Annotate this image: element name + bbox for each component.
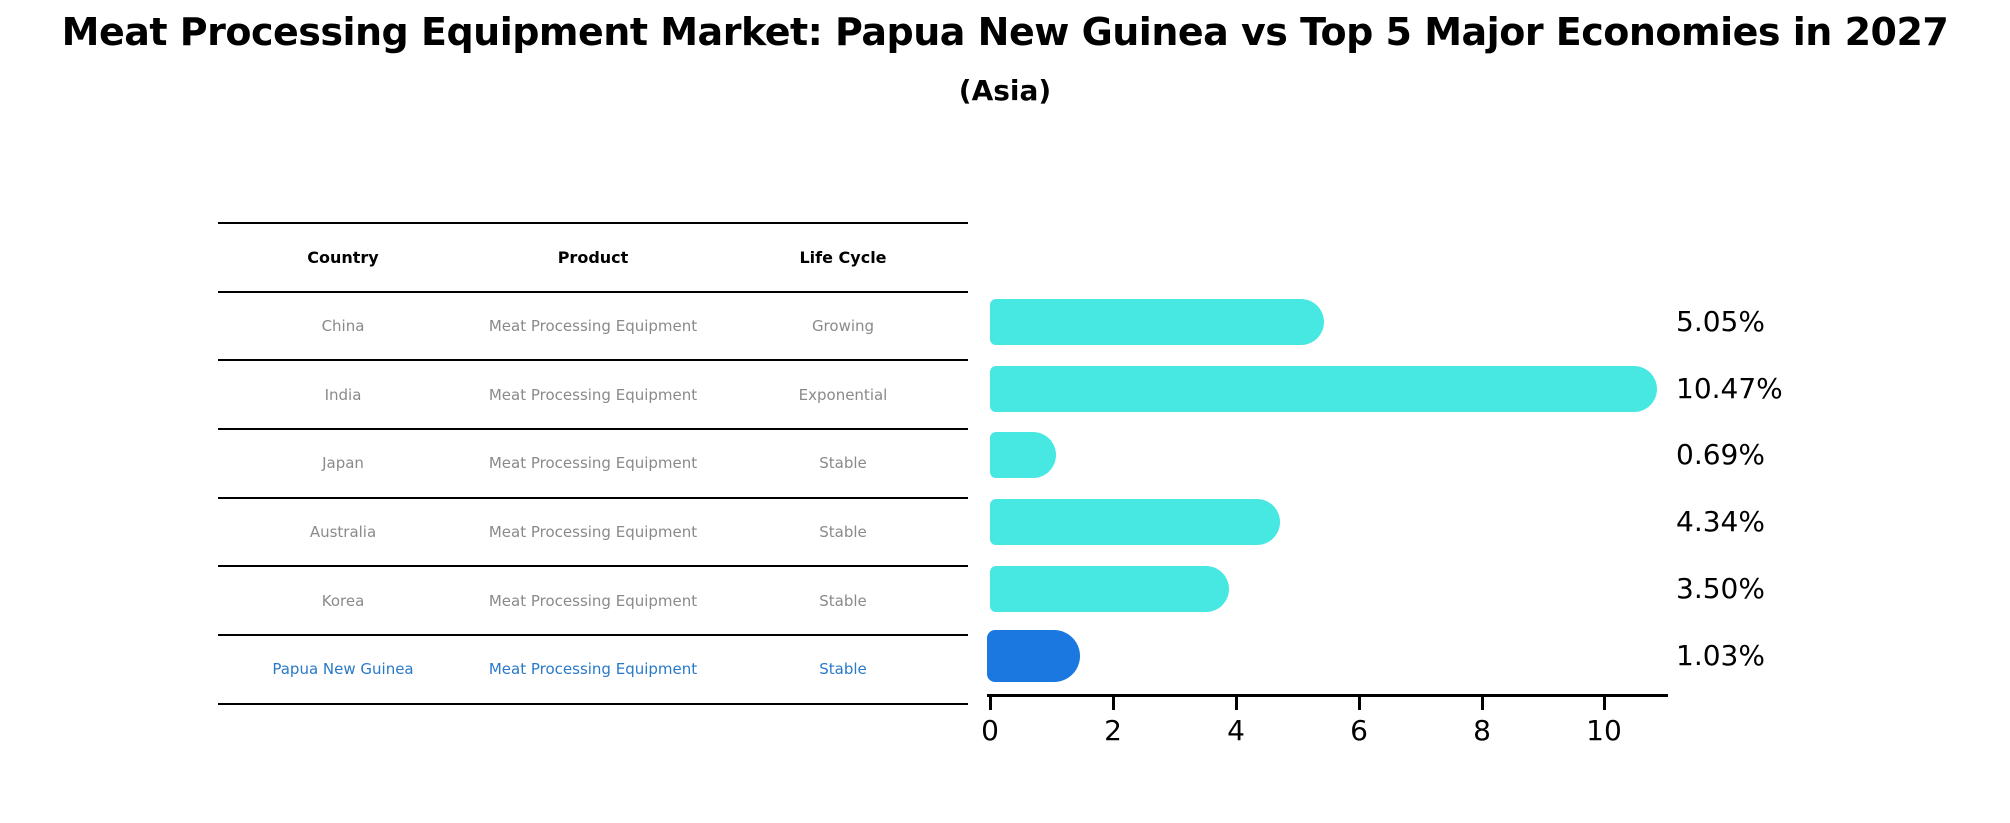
bar-japan bbox=[990, 432, 1057, 479]
value-label-australia: 4.34% bbox=[1676, 505, 1765, 539]
value-label-india: 10.47% bbox=[1676, 371, 1783, 405]
value-label-japan: 0.69% bbox=[1676, 438, 1765, 472]
column-header-product: Product bbox=[557, 247, 629, 267]
product-cell: Meat Processing Equipment bbox=[488, 660, 698, 679]
page-subtitle: (Asia) bbox=[958, 74, 1052, 107]
x-axis-tick bbox=[1357, 697, 1361, 710]
bar-india bbox=[990, 365, 1657, 412]
table-row-india: India Meat Processing Equipment Exponent… bbox=[218, 359, 968, 428]
x-tick-label-10: 10 bbox=[1586, 714, 1622, 747]
product-cell: Meat Processing Equipment bbox=[488, 317, 698, 336]
country-cell: Papua New Guinea bbox=[272, 660, 414, 679]
country-cell: Korea bbox=[321, 591, 365, 610]
life-cycle-cell: Exponential bbox=[798, 385, 888, 404]
x-tick-label-4: 4 bbox=[1227, 714, 1245, 747]
x-tick-label-0: 0 bbox=[981, 714, 999, 747]
country-cell: Australia bbox=[309, 523, 377, 542]
table-row-china: China Meat Processing Equipment Growing bbox=[218, 290, 968, 360]
x-tick-label-2: 2 bbox=[1104, 714, 1122, 747]
x-axis-tick bbox=[1234, 697, 1238, 710]
table-header-row: Country Product Life Cycle bbox=[218, 222, 968, 291]
x-axis-tick bbox=[988, 697, 992, 710]
column-header-life-cycle: Life Cycle bbox=[799, 247, 887, 267]
bar-korea bbox=[990, 565, 1229, 612]
life-cycle-cell: Stable bbox=[819, 454, 867, 473]
column-header-country: Country bbox=[307, 247, 379, 267]
bar-australia bbox=[990, 499, 1281, 546]
page-title: Meat Processing Equipment Market: Papua … bbox=[61, 10, 1949, 54]
life-cycle-cell: Stable bbox=[819, 523, 867, 542]
table-row-japan: Japan Meat Processing Equipment Stable bbox=[218, 428, 968, 497]
value-label-korea: 3.50% bbox=[1676, 571, 1765, 605]
product-cell: Meat Processing Equipment bbox=[488, 523, 698, 542]
x-tick-label-6: 6 bbox=[1350, 714, 1368, 747]
bar-china bbox=[990, 299, 1325, 345]
x-axis-tick bbox=[1111, 697, 1115, 710]
product-cell: Meat Processing Equipment bbox=[488, 591, 698, 610]
country-cell: India bbox=[324, 385, 362, 404]
life-cycle-cell: Stable bbox=[819, 591, 867, 610]
x-tick-label-8: 8 bbox=[1473, 714, 1491, 747]
table-row-australia: Australia Meat Processing Equipment Stab… bbox=[218, 496, 968, 566]
x-axis-tick bbox=[1602, 697, 1606, 710]
x-axis-line bbox=[987, 694, 1668, 697]
table-row-korea: Korea Meat Processing Equipment Stable bbox=[218, 565, 968, 634]
life-cycle-cell: Stable bbox=[819, 660, 867, 679]
product-cell: Meat Processing Equipment bbox=[488, 385, 698, 404]
x-axis-tick bbox=[1480, 697, 1484, 710]
bar-papua-new-guinea bbox=[987, 629, 1081, 682]
table-row-papua-new-guinea: Papua New Guinea Meat Processing Equipme… bbox=[218, 634, 968, 705]
value-label-china: 5.05% bbox=[1676, 305, 1765, 338]
value-label-papua-new-guinea: 1.03% bbox=[1676, 638, 1765, 672]
life-cycle-cell: Growing bbox=[811, 317, 875, 336]
country-table: Country Product Life Cycle China Meat Pr… bbox=[218, 222, 968, 705]
country-cell: China bbox=[321, 317, 365, 336]
country-cell: Japan bbox=[322, 454, 364, 473]
product-cell: Meat Processing Equipment bbox=[488, 454, 698, 473]
